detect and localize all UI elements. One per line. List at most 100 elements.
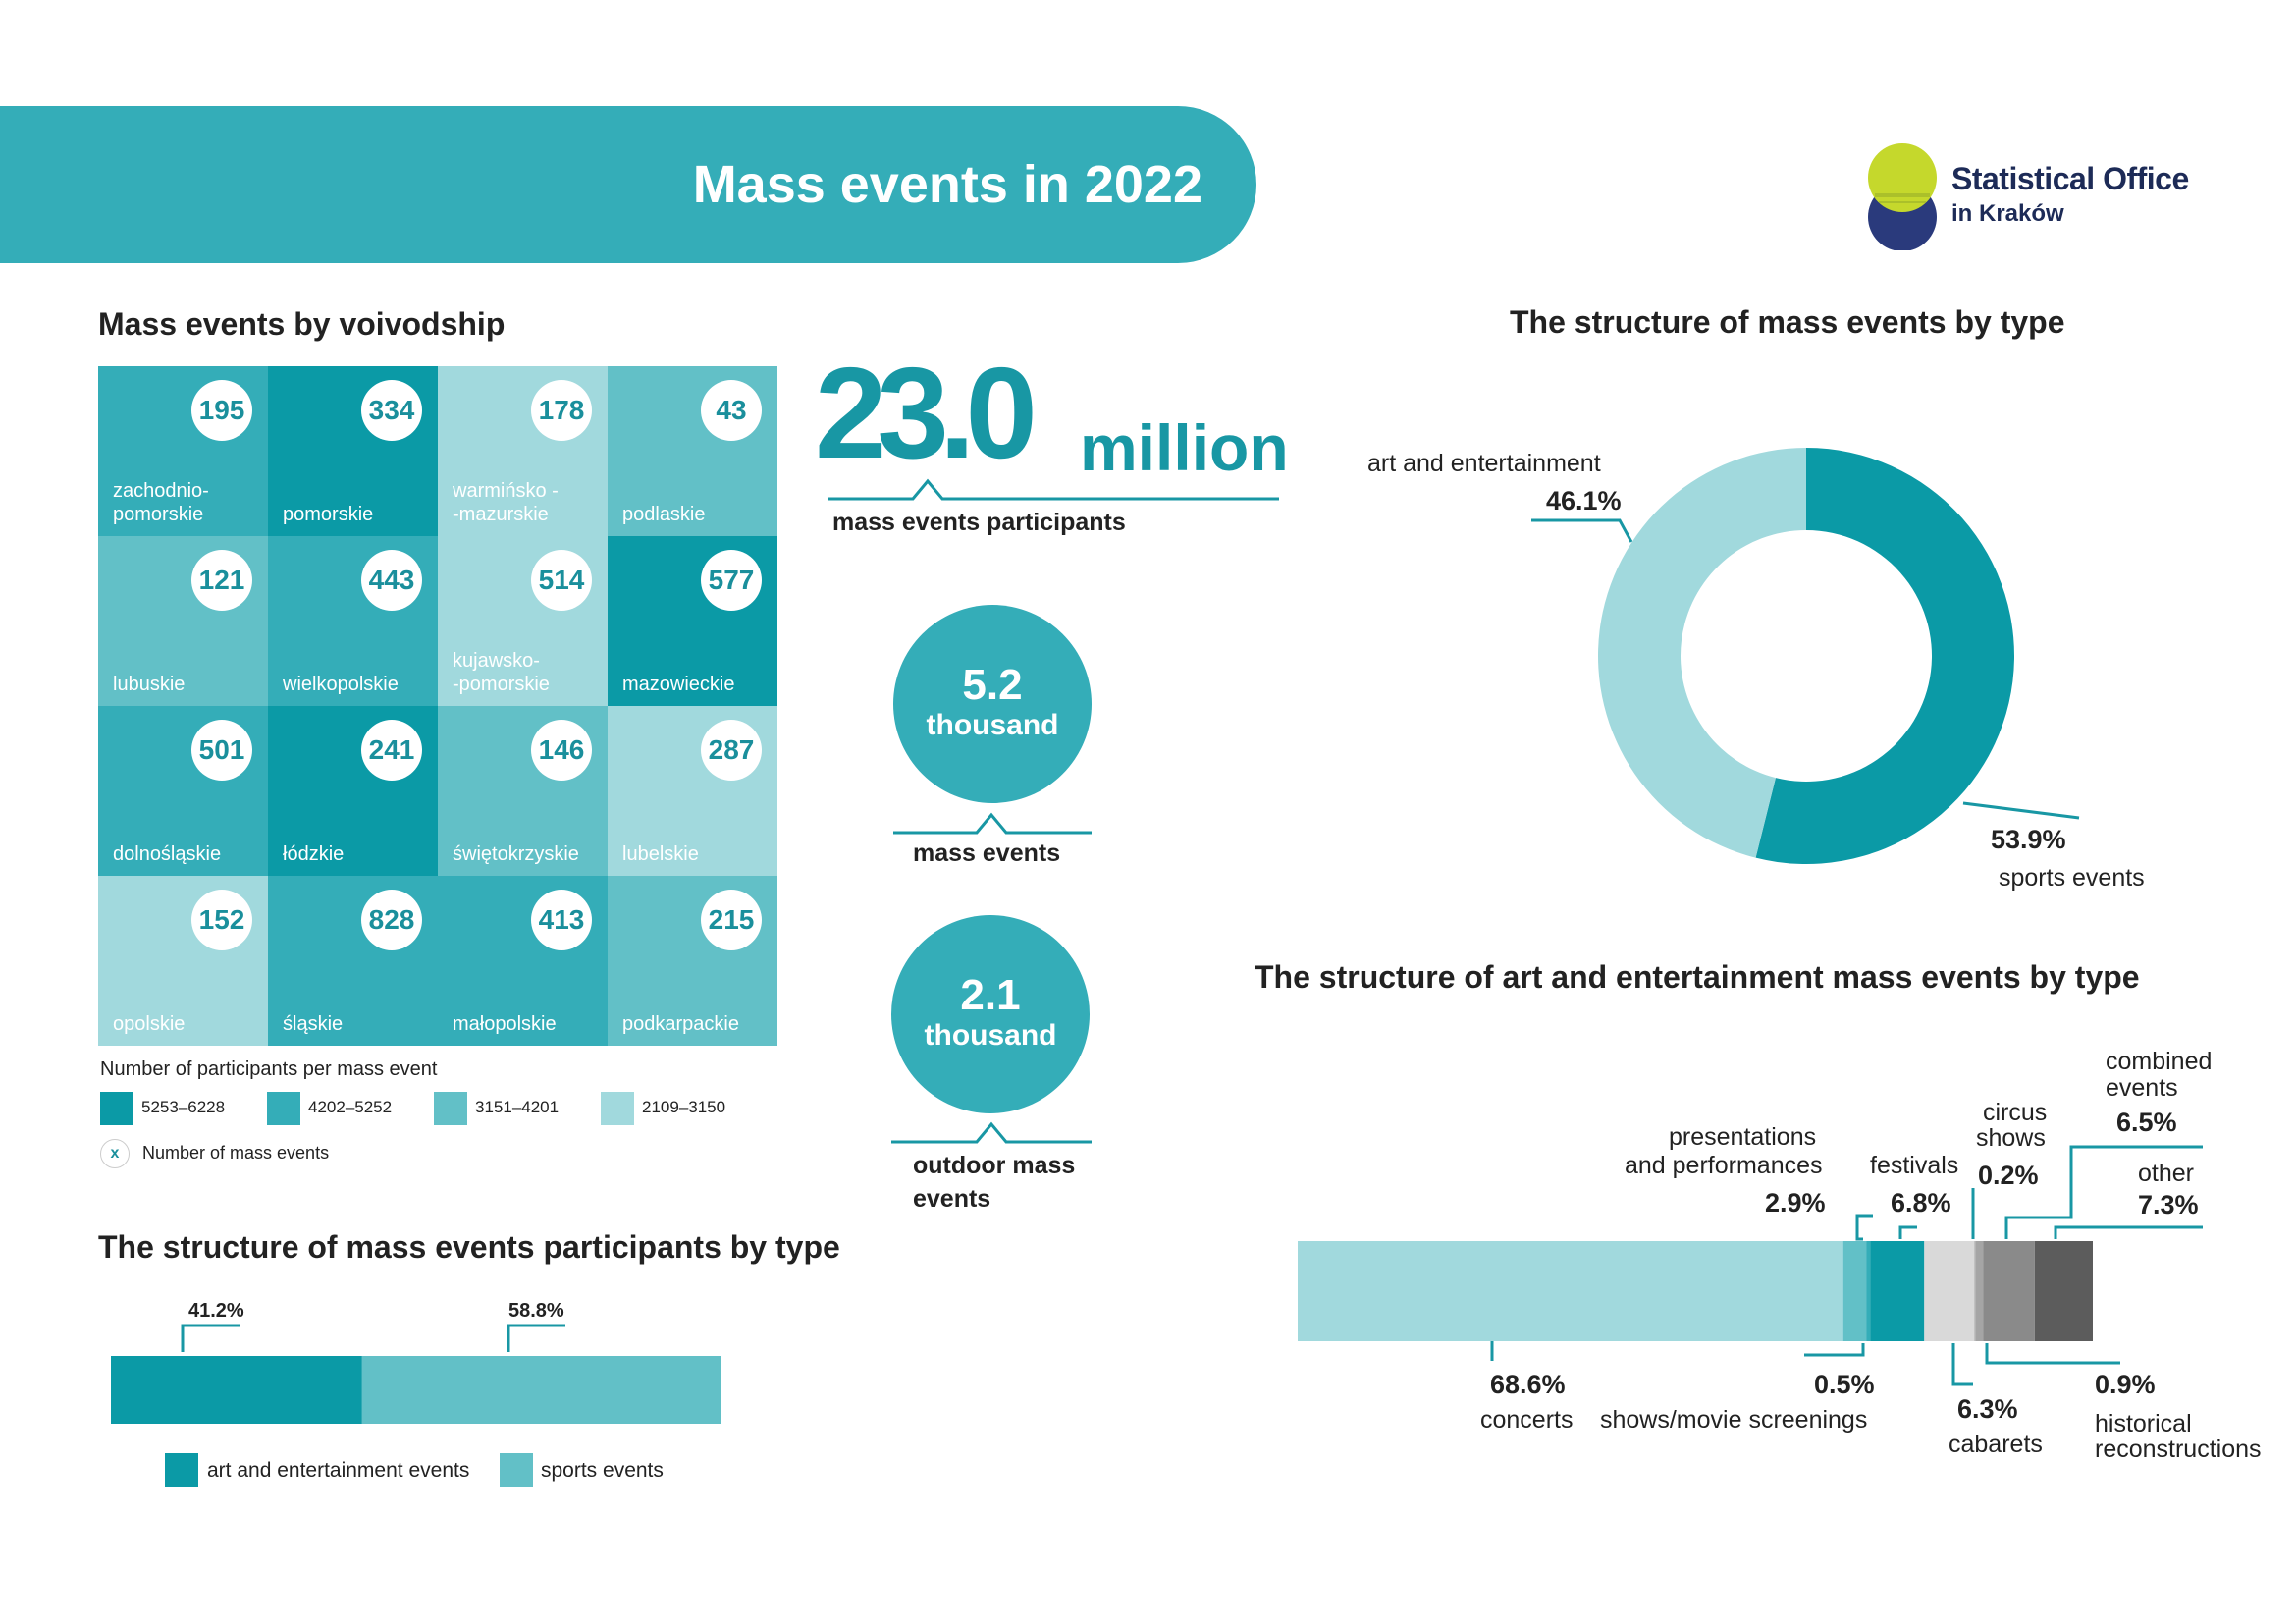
voivodship-name: małopolskie bbox=[453, 1013, 557, 1035]
participants-connector bbox=[828, 478, 1279, 501]
outdoor-events-unit: thousand bbox=[924, 1019, 1057, 1052]
voivodship-name: łódzkie bbox=[283, 843, 345, 865]
legend-label: 4202–5252 bbox=[308, 1098, 393, 1116]
donut-chart-title: The structure of mass events by type bbox=[1510, 304, 2065, 340]
circus-percent: 0.2% bbox=[1978, 1161, 2039, 1190]
sport-slice-leader bbox=[1962, 801, 2080, 820]
legend-swatch bbox=[267, 1092, 300, 1125]
donut-slice-art bbox=[1598, 448, 1806, 858]
voivodship-name: śląskie bbox=[283, 1013, 344, 1035]
voivodship-name: zachodnio- pomorskie bbox=[113, 480, 209, 525]
historical-label-line1: historical bbox=[2095, 1410, 2192, 1437]
voivodship-events-count: 514 bbox=[531, 550, 592, 611]
participants-value: 23.0 bbox=[815, 341, 1038, 485]
voivodship-name: kujawsko- -pomorskie bbox=[453, 650, 550, 695]
voivodship-events-count: 146 bbox=[531, 720, 592, 781]
cabarets-percent: 6.3% bbox=[1957, 1394, 2018, 1424]
legend-label: 3151–4201 bbox=[475, 1098, 560, 1116]
voivodship-name: świętokrzyskie bbox=[453, 843, 579, 865]
voivodship-cell: 287 lubelskie bbox=[608, 706, 777, 876]
combined-label-line2: events bbox=[2106, 1074, 2178, 1102]
combined-percent: 6.5% bbox=[2116, 1108, 2177, 1137]
voivodship-name: opolskie bbox=[113, 1013, 186, 1035]
voivodship-cell: 146 świętokrzyskie bbox=[438, 706, 608, 876]
voivodship-cell: 577 mazowieckie bbox=[608, 536, 777, 706]
logo-text-line1: Statistical Office bbox=[1951, 161, 2189, 196]
art-bar-chart-title: The structure of art and entertainment m… bbox=[1255, 959, 2140, 995]
cabarets-label: cabarets bbox=[1949, 1431, 2043, 1458]
art-bar-segment-5 bbox=[1974, 1241, 1976, 1341]
outdoor-events-connector bbox=[891, 1121, 1092, 1144]
voivodship-name: podkarpackie bbox=[622, 1013, 739, 1035]
other-percent: 7.3% bbox=[2138, 1190, 2199, 1219]
participants-legend-title: Number of participants per mass event bbox=[100, 1058, 438, 1080]
art-slice-leader bbox=[1531, 518, 1633, 543]
sport-slice-label: sports events bbox=[1999, 864, 2145, 892]
statistical-office-logo-icon bbox=[1868, 143, 1937, 250]
art-bar-segment-8 bbox=[2034, 1241, 2093, 1341]
voivodship-events-count: 577 bbox=[701, 550, 762, 611]
presentations-leader bbox=[1855, 1214, 1873, 1241]
voivodship-name: mazowieckie bbox=[622, 674, 735, 695]
other-leader bbox=[2054, 1225, 2203, 1239]
cabarets-leader bbox=[1951, 1343, 1973, 1386]
voivodship-name: podlaskie bbox=[622, 504, 706, 525]
participants-bar-segment-0 bbox=[111, 1356, 362, 1424]
concerts-label: concerts bbox=[1480, 1406, 1574, 1434]
presentations-label-line1: presentations bbox=[1669, 1123, 1817, 1151]
art-bar-segment-3 bbox=[1870, 1241, 1925, 1341]
festivals-leader bbox=[1898, 1225, 1917, 1239]
donut-slice-sports bbox=[1755, 448, 2015, 865]
outdoor-events-label-line2: events bbox=[913, 1185, 991, 1213]
voivodship-cell: 828 śląskie bbox=[268, 876, 438, 1046]
voivodship-events-count: 413 bbox=[531, 890, 592, 950]
shows-percent: 0.5% bbox=[1814, 1370, 1875, 1399]
logo-text-line2: in Kraków bbox=[1951, 200, 2064, 227]
festivals-label: festivals bbox=[1870, 1152, 1959, 1179]
art-bar-segment-6 bbox=[1975, 1241, 1984, 1341]
shows-label: shows/movie screenings bbox=[1600, 1406, 1868, 1434]
legend-swatch bbox=[434, 1092, 467, 1125]
voivodship-cell: 121 lubuskie bbox=[98, 536, 268, 706]
voivodship-events-count: 195 bbox=[191, 380, 252, 441]
sport-slice-percent: 53.9% bbox=[1991, 825, 2066, 854]
participants-label: mass events participants bbox=[832, 509, 1126, 536]
mass-events-value: 5.2 bbox=[962, 661, 1023, 709]
voivodship-name: pomorskie bbox=[283, 504, 374, 525]
legend-swatch bbox=[100, 1092, 133, 1125]
voivodship-cell: 241 łódzkie bbox=[268, 706, 438, 876]
legend-swatch-sport bbox=[500, 1453, 533, 1487]
legend-label: 5253–6228 bbox=[141, 1098, 226, 1116]
historical-label-line2: reconstructions bbox=[2095, 1435, 2262, 1463]
outdoor-events-label-line1: outdoor mass bbox=[913, 1152, 1076, 1179]
voivodship-name: wielkopolskie bbox=[283, 674, 399, 695]
circus-label-line2: shows bbox=[1976, 1124, 2046, 1152]
concerts-percent: 68.6% bbox=[1490, 1370, 1566, 1399]
sport-participants-leader bbox=[507, 1324, 565, 1352]
voivodship-events-count: 121 bbox=[191, 550, 252, 611]
voivodship-events-count: 828 bbox=[361, 890, 422, 950]
voivodship-name: dolnośląskie bbox=[113, 843, 222, 865]
voivodship-cell: 178 warmińsko - -mazurskie bbox=[438, 366, 608, 536]
donut-chart bbox=[1598, 448, 2015, 865]
voivodship-events-count: 443 bbox=[361, 550, 422, 611]
other-label: other bbox=[2138, 1160, 2194, 1187]
participants-bar-chart bbox=[111, 1356, 721, 1424]
historical-leader bbox=[1985, 1343, 2120, 1365]
voivodship-grid: 195 zachodnio- pomorskie 334 pomorskie 178 wa… bbox=[98, 366, 777, 1046]
mass-events-legend-label: Number of mass events bbox=[142, 1143, 330, 1163]
shows-leader bbox=[1804, 1343, 1865, 1357]
voivodship-events-count: 43 bbox=[701, 380, 762, 441]
art-bar-segment-2 bbox=[1866, 1241, 1871, 1341]
voivodship-events-count: 152 bbox=[191, 890, 252, 950]
art-bar-chart bbox=[1298, 1241, 2093, 1341]
voivodship-cell: 443 wielkopolskie bbox=[268, 536, 438, 706]
voivodship-name: warmińsko - -mazurskie bbox=[453, 480, 559, 525]
voivodship-events-count: 215 bbox=[701, 890, 762, 950]
legend-label: 2109–3150 bbox=[642, 1098, 726, 1116]
voivodship-events-count: 287 bbox=[701, 720, 762, 781]
voivodship-events-count: 501 bbox=[191, 720, 252, 781]
voivodship-cell: 152 opolskie bbox=[98, 876, 268, 1046]
voivodship-name: lubuskie bbox=[113, 674, 186, 695]
